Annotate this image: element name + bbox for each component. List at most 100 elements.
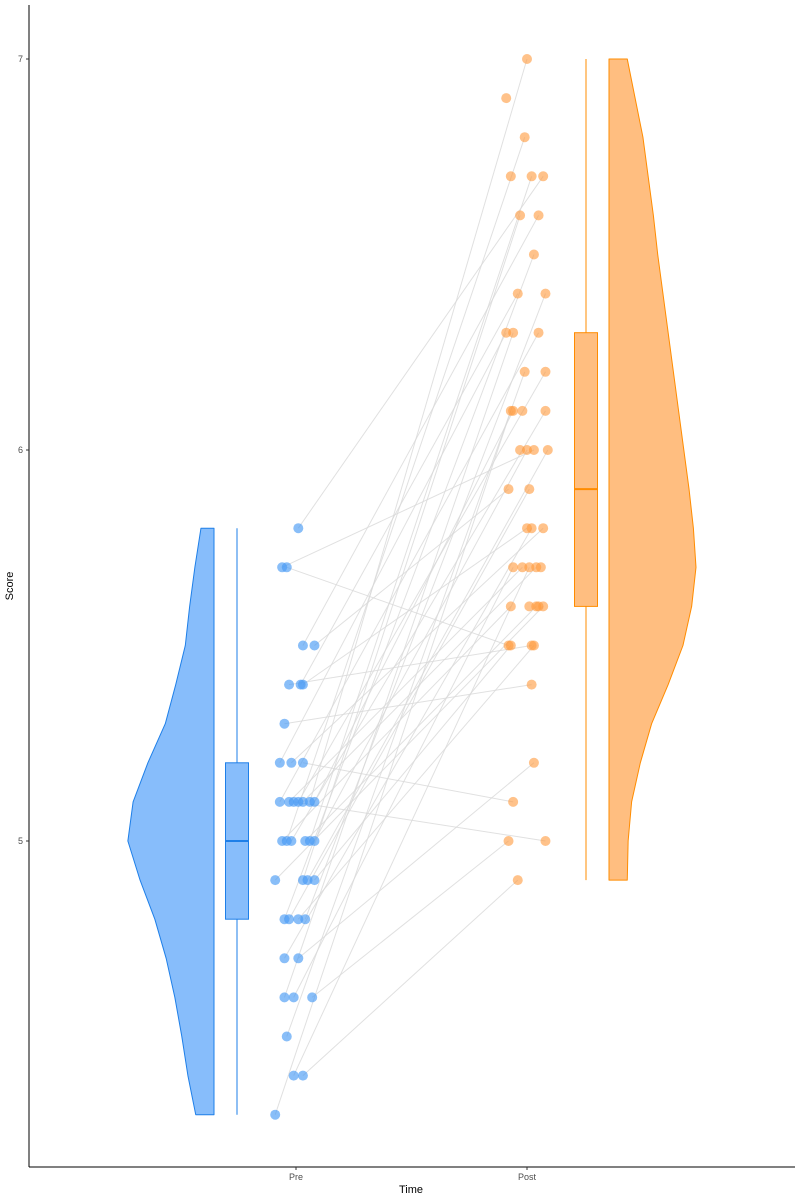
- pair-line: [297, 176, 544, 529]
- point-pre: [270, 875, 281, 886]
- pair-line: [302, 215, 521, 881]
- point-pre: [297, 679, 308, 690]
- point-post: [503, 836, 514, 846]
- point-pre: [281, 1031, 292, 1042]
- point-post: [508, 327, 519, 338]
- boxplots: [225, 59, 598, 1115]
- point-post: [522, 54, 532, 64]
- point-post: [519, 366, 530, 377]
- x-ticks: Pre Post: [289, 1167, 537, 1182]
- point-pre: [279, 953, 290, 964]
- point-post: [528, 757, 539, 768]
- pair-line: [300, 293, 519, 685]
- point-pre: [302, 875, 313, 886]
- point-post: [508, 796, 519, 807]
- point-pre: [281, 562, 292, 573]
- violin-post: [608, 58, 697, 881]
- point-pre: [293, 914, 304, 925]
- point-pre: [284, 679, 295, 690]
- point-pre: [300, 914, 311, 925]
- point-pre: [309, 796, 320, 807]
- pair-line: [288, 566, 523, 803]
- y-axis-label: Score: [4, 572, 16, 601]
- point-pre: [274, 757, 285, 768]
- point-post: [505, 640, 516, 651]
- point-post: [524, 601, 535, 612]
- pair-line: [290, 410, 546, 842]
- point-post: [526, 523, 537, 534]
- y-ticks: 5 6 7: [18, 54, 29, 846]
- pair-line: [283, 332, 514, 998]
- point-pre: [293, 953, 304, 964]
- point-post: [501, 93, 512, 104]
- point-post: [528, 249, 539, 260]
- pair-line: [297, 371, 546, 803]
- pair-line: [293, 567, 530, 1076]
- point-post: [515, 210, 526, 221]
- point-pre: [279, 992, 290, 1003]
- point-post: [538, 523, 549, 534]
- violins: [127, 58, 697, 1116]
- box-post: [574, 332, 598, 607]
- point-post: [540, 288, 551, 299]
- pair-line: [302, 879, 519, 1076]
- point-post: [533, 327, 544, 338]
- pair-line: [279, 332, 507, 764]
- pair-line: [309, 58, 528, 803]
- point-post: [526, 679, 537, 690]
- point-pre: [309, 640, 320, 651]
- point-post: [501, 327, 512, 338]
- point-post: [528, 640, 539, 651]
- point-post: [515, 445, 526, 455]
- point-pre: [288, 992, 299, 1003]
- point-post: [505, 601, 516, 612]
- pair-line: [283, 254, 535, 920]
- point-pre: [284, 914, 295, 925]
- pair-line: [314, 410, 514, 803]
- point-pre: [274, 796, 285, 807]
- point-post: [538, 601, 549, 612]
- pair-line: [284, 684, 532, 725]
- pair-line: [274, 606, 544, 881]
- pair-line: [297, 762, 535, 959]
- pair-line: [302, 762, 514, 803]
- point-pre: [297, 1070, 308, 1081]
- pair-line: [288, 488, 530, 920]
- point-post: [535, 562, 546, 573]
- x-tick-label: Pre: [289, 1172, 303, 1182]
- point-post: [512, 875, 523, 886]
- point-pre: [286, 757, 297, 768]
- point-post: [538, 171, 549, 182]
- x-axis-label: Time: [399, 1184, 423, 1196]
- point-post: [526, 171, 537, 182]
- point-post: [522, 445, 532, 455]
- point-post: [508, 562, 519, 573]
- point-post: [533, 210, 544, 221]
- pair-line: [302, 215, 539, 646]
- point-post: [524, 484, 535, 495]
- point-post: [540, 405, 551, 416]
- violin-pre: [127, 527, 215, 1116]
- point-pre: [293, 523, 304, 534]
- point-post: [505, 171, 516, 182]
- point-pre: [309, 875, 320, 886]
- pair-line: [281, 449, 535, 568]
- point-pre: [309, 836, 320, 846]
- point-pre: [270, 1109, 281, 1120]
- point-pre: [307, 992, 318, 1003]
- point-post: [540, 366, 551, 377]
- point-pre: [297, 640, 308, 651]
- pair-line: [311, 840, 509, 998]
- x-tick-label: Post: [518, 1172, 537, 1182]
- pair-line: [314, 645, 512, 881]
- pair-lines: [274, 58, 549, 1115]
- y-tick-label: 7: [18, 54, 23, 64]
- points: [270, 54, 553, 1120]
- pair-line: [304, 293, 546, 920]
- y-tick-label: 5: [18, 836, 23, 846]
- point-post: [508, 405, 519, 416]
- point-pre: [297, 757, 308, 768]
- pair-line: [307, 449, 549, 881]
- pair-line: [284, 527, 533, 959]
